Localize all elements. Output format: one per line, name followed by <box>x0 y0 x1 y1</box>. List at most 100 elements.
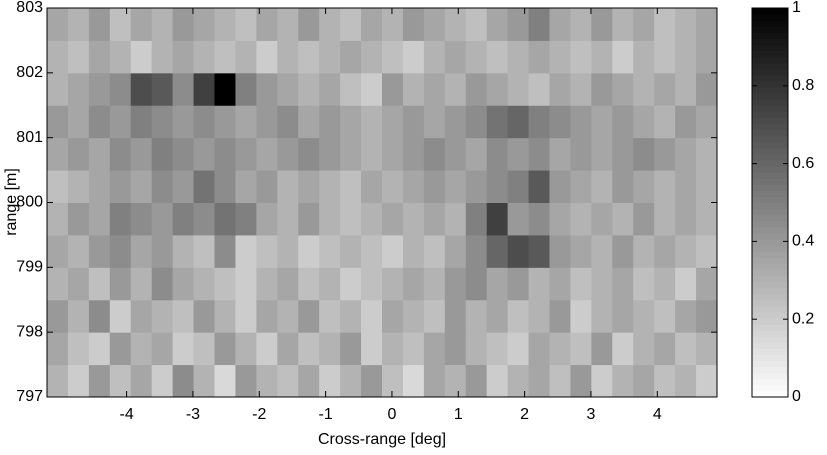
heatmap-cell <box>633 137 655 171</box>
heatmap-cell <box>528 299 550 333</box>
heatmap-cell <box>256 170 278 203</box>
heatmap-cell <box>47 234 69 268</box>
heatmap-cell <box>423 40 446 74</box>
heatmap-cell <box>256 105 278 139</box>
heatmap-cell <box>549 299 571 333</box>
heatmap-cell <box>361 8 383 41</box>
heatmap-cell <box>47 299 69 333</box>
heatmap-cell <box>88 202 111 236</box>
heatmap-cell <box>277 202 299 236</box>
heatmap-cell <box>151 299 174 333</box>
heatmap-cell <box>675 202 697 236</box>
heatmap-cell <box>172 364 195 398</box>
heatmap-cell <box>465 72 488 106</box>
heatmap-cell <box>402 105 425 139</box>
heatmap-cell <box>277 105 299 139</box>
heatmap-cell <box>612 332 634 366</box>
heatmap-cell <box>549 8 571 41</box>
heatmap-cell <box>214 332 236 366</box>
heatmap-cell <box>549 364 571 398</box>
heatmap-cell <box>402 40 425 74</box>
y-tick-label: 797 <box>16 388 43 405</box>
heatmap-cell <box>570 40 592 74</box>
colorbar-swatch <box>752 196 788 203</box>
heatmap-cell <box>193 332 215 366</box>
heatmap-cell <box>612 105 634 139</box>
heatmap-cell <box>256 137 278 171</box>
heatmap-cell <box>340 105 362 139</box>
heatmap-cell <box>340 364 362 398</box>
colorbar-swatch <box>752 68 788 76</box>
heatmap-cell <box>654 8 676 41</box>
heatmap-cell <box>654 137 676 171</box>
heatmap-cell <box>423 202 446 236</box>
y-tick-label: 798 <box>16 323 43 340</box>
heatmap-cell <box>382 364 404 398</box>
y-axis-label: range [m] <box>3 168 20 236</box>
heatmap-cell <box>465 8 488 41</box>
heatmap-cell <box>382 137 404 171</box>
heatmap-cell <box>361 105 383 139</box>
heatmap-cell <box>696 267 718 301</box>
heatmap-cell <box>130 72 153 106</box>
x-tick-label: -2 <box>252 406 266 423</box>
heatmap-cell <box>444 267 467 301</box>
colorbar-swatch <box>752 324 788 331</box>
heatmap-cell <box>151 332 174 366</box>
heatmap-cell <box>549 267 571 301</box>
heatmap-cell <box>193 234 215 268</box>
heatmap-cell <box>130 364 153 398</box>
heatmap-cell <box>444 40 467 74</box>
heatmap-cell <box>633 364 655 398</box>
heatmap-cell <box>298 267 320 301</box>
colorbar-tick-label: 0.8 <box>792 77 814 94</box>
heatmap-cell <box>340 72 362 106</box>
colorbar-swatch <box>752 141 788 149</box>
heatmap-cell <box>549 234 571 268</box>
heatmap-cell <box>423 72 446 106</box>
heatmap-cell <box>67 137 90 171</box>
heatmap-cell <box>256 267 278 301</box>
heatmap-cell <box>570 170 592 203</box>
colorbar-frame <box>751 7 789 398</box>
colorbar-swatch <box>752 129 788 137</box>
heatmap-cell <box>193 137 215 171</box>
heatmap-cell <box>109 332 132 366</box>
colorbar-swatch <box>752 293 788 301</box>
heatmap-cell <box>633 234 655 268</box>
colorbar-swatch <box>752 56 788 64</box>
heatmap-cell <box>591 364 613 398</box>
heatmap-cell <box>277 267 299 301</box>
heatmap-cell <box>130 234 153 268</box>
heatmap-cell <box>256 234 278 268</box>
heatmap-cell <box>319 267 341 301</box>
colorbar-swatch <box>752 93 788 100</box>
heatmap-cell <box>214 364 236 398</box>
heatmap-cell <box>612 364 634 398</box>
heatmap-cell <box>570 105 592 139</box>
heatmap-cell <box>361 364 383 398</box>
heatmap-cell <box>528 202 550 236</box>
colorbar-swatch <box>752 238 788 246</box>
heatmap-cell <box>298 332 320 366</box>
heatmap-cell <box>67 8 90 41</box>
heatmap-cell <box>67 364 90 398</box>
heatmap-cell <box>130 105 153 139</box>
heatmap-cell <box>214 8 236 41</box>
heatmap-cell <box>382 234 404 268</box>
heatmap-cell <box>465 364 488 398</box>
heatmap-cell <box>633 202 655 236</box>
heatmap-cell <box>214 72 236 106</box>
colorbar-swatch <box>752 372 788 380</box>
heatmap-cell <box>193 40 215 74</box>
colorbar-tick-label: 0 <box>792 388 801 405</box>
x-tick-label: -4 <box>119 406 133 423</box>
heatmap-cell <box>277 299 299 333</box>
heatmap-cell <box>549 202 571 236</box>
heatmap-cell <box>340 170 362 203</box>
heatmap-cell <box>109 234 132 268</box>
heatmap-cell <box>675 40 697 74</box>
heatmap-cell <box>67 105 90 139</box>
heatmap-cell <box>444 202 467 236</box>
